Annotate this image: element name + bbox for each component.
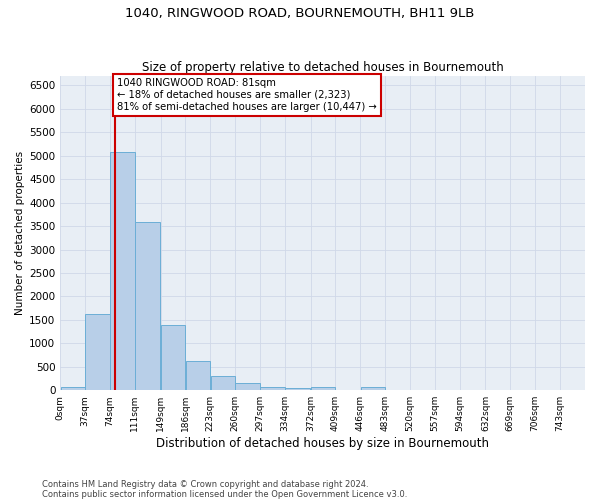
Bar	[135, 222, 160, 390]
X-axis label: Distribution of detached houses by size in Bournemouth: Distribution of detached houses by size …	[156, 437, 489, 450]
Bar	[85, 314, 110, 390]
Bar	[185, 361, 210, 390]
Bar	[211, 376, 235, 390]
Bar	[361, 387, 385, 390]
Bar	[110, 152, 134, 390]
Bar	[260, 386, 284, 390]
Y-axis label: Number of detached properties: Number of detached properties	[15, 151, 25, 315]
Bar	[161, 324, 185, 390]
Bar	[311, 387, 335, 390]
Text: 1040 RINGWOOD ROAD: 81sqm
← 18% of detached houses are smaller (2,323)
81% of se: 1040 RINGWOOD ROAD: 81sqm ← 18% of detac…	[117, 78, 377, 112]
Bar	[285, 388, 310, 390]
Bar	[235, 383, 260, 390]
Text: Contains HM Land Registry data © Crown copyright and database right 2024.
Contai: Contains HM Land Registry data © Crown c…	[42, 480, 407, 499]
Bar	[61, 386, 85, 390]
Title: Size of property relative to detached houses in Bournemouth: Size of property relative to detached ho…	[142, 60, 503, 74]
Text: 1040, RINGWOOD ROAD, BOURNEMOUTH, BH11 9LB: 1040, RINGWOOD ROAD, BOURNEMOUTH, BH11 9…	[125, 8, 475, 20]
